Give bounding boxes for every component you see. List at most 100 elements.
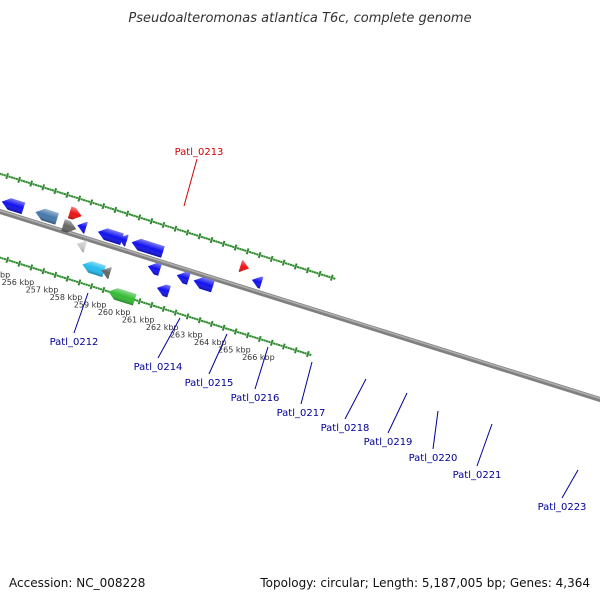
gene-label-Patl_0214[interactable]: Patl_0214 — [134, 362, 183, 373]
leader-line-Patl_0223 — [561, 469, 579, 499]
gene-label-Patl_0221[interactable]: Patl_0221 — [453, 470, 502, 481]
inner-tick-dot — [171, 310, 175, 314]
gene-Patl_0213[interactable] — [67, 206, 84, 222]
inner-tick-dot — [212, 323, 216, 326]
inner-tick-dot — [195, 318, 199, 321]
inner-tick-dot — [251, 335, 254, 339]
gene-arrow-shade — [176, 271, 191, 285]
inner-tick-dot — [97, 287, 101, 290]
gene-label-Patl_0219[interactable]: Patl_0219 — [364, 437, 413, 448]
outer-tick-dot — [217, 241, 221, 244]
inner-tick-dot — [176, 312, 180, 315]
inner-tick-dot — [239, 331, 242, 335]
outer-tick-dot — [248, 250, 252, 254]
outer-tick-dot — [130, 213, 134, 217]
gene-Patl_0220[interactable] — [175, 270, 191, 285]
inner-tick-dot — [280, 344, 283, 348]
outer-tick-dot — [263, 255, 266, 258]
outer-tick-dot — [27, 181, 31, 185]
tick-label: 265 kbp — [218, 346, 251, 355]
inner-tick-dot — [308, 353, 312, 357]
outer-tick-dot — [68, 194, 72, 197]
gene-label-Patl_0213[interactable]: Patl_0213 — [175, 147, 224, 158]
gene-feature[interactable] — [130, 237, 165, 258]
gene-Patl_0219[interactable] — [155, 282, 171, 298]
gene-Patl_0218[interactable] — [146, 260, 162, 276]
gene-Patl_0215[interactable] — [81, 259, 106, 278]
inner-tick-dot — [301, 351, 305, 354]
gene-label-Patl_0215[interactable]: Patl_0215 — [185, 378, 234, 389]
outer-tick-dot — [25, 180, 28, 184]
outer-tick-dot — [171, 226, 175, 230]
gene-label-Patl_0217[interactable]: Patl_0217 — [277, 408, 326, 419]
gene-label-Patl_0218[interactable]: Patl_0218 — [321, 423, 370, 434]
inner-tick-dot — [281, 343, 286, 350]
outer-tick-dot — [219, 241, 223, 245]
outer-tick-dot — [239, 247, 242, 251]
gene-feature[interactable] — [76, 220, 88, 234]
leader-line-Patl_0217 — [300, 361, 313, 405]
accession-label: Accession: NC_008228 — [9, 576, 145, 590]
inner-tick-dot — [294, 347, 298, 354]
inner-tick-dot — [15, 261, 19, 265]
gene-label-Patl_0216[interactable]: Patl_0216 — [231, 393, 280, 404]
inner-tick-dot — [10, 260, 14, 263]
outer-tick-dot — [116, 209, 120, 212]
inner-tick-dot — [104, 289, 108, 293]
gene-Patl_0212[interactable] — [34, 206, 59, 225]
inner-tick-dot — [149, 301, 154, 309]
outer-tick-dot — [311, 270, 314, 273]
outer-tick-dot — [137, 214, 142, 221]
outer-tick-dot — [123, 211, 127, 215]
outer-tick-dot — [128, 213, 132, 216]
outer-tick-dot — [111, 207, 115, 211]
tick-label: 263 kbp — [170, 331, 203, 340]
inner-tick-dot — [193, 317, 197, 320]
inner-tick-dot — [68, 278, 72, 281]
inner-tick-dot — [63, 276, 67, 280]
outer-tick-dot — [77, 195, 82, 202]
inner-tick-dot — [5, 256, 10, 264]
outer-tick-dot — [178, 228, 182, 232]
outer-tick-dot — [80, 198, 84, 201]
gene-Patl_0216[interactable] — [100, 265, 112, 279]
gene-label-Patl_0220[interactable]: Patl_0220 — [409, 453, 458, 464]
outer-tick-dot — [75, 196, 79, 200]
inner-tick-dot — [200, 319, 204, 323]
gene-Patl_0217[interactable] — [106, 286, 137, 306]
outer-tick-dot — [275, 259, 278, 262]
inner-tick-dot — [53, 271, 58, 279]
gene-Patl_0221[interactable] — [192, 275, 215, 293]
inner-tick-dot — [49, 272, 52, 275]
inner-tick-dot — [205, 321, 209, 324]
inner-tick-dot — [304, 352, 307, 355]
outer-tick-dot — [63, 192, 67, 196]
inner-tick-dot — [191, 316, 194, 320]
outer-tick-dot — [53, 187, 58, 195]
inner-tick-dot — [65, 275, 70, 282]
gene-feature[interactable] — [0, 196, 26, 215]
inner-tick-dot — [296, 349, 300, 353]
gene-Patl_0214[interactable] — [75, 238, 88, 253]
gene-label-Patl_0212[interactable]: Patl_0212 — [50, 337, 99, 348]
backbone-highlight — [0, 209, 600, 400]
gene-feature[interactable] — [96, 226, 124, 245]
outer-tick-dot — [13, 176, 16, 180]
gene-Patl_0223[interactable] — [250, 274, 264, 289]
inner-tick-dot — [169, 309, 173, 313]
gene-feature[interactable] — [61, 219, 78, 235]
gene-label-Patl_0223[interactable]: Patl_0223 — [538, 502, 587, 513]
outer-tick-dot — [104, 205, 108, 209]
gene-arrow-shade — [97, 228, 124, 245]
outer-tick-dot — [89, 199, 94, 206]
outer-tick-dot — [166, 225, 170, 228]
gene-feature[interactable] — [238, 260, 251, 274]
outer-tick-dot — [87, 200, 91, 203]
outer-tick-dot — [15, 177, 19, 181]
tick-label: 261 kbp — [122, 315, 155, 324]
outer-tick-dot — [17, 176, 22, 183]
outer-tick-dot — [243, 249, 247, 252]
inner-tick-dot — [155, 305, 158, 308]
gene-feature[interactable] — [116, 232, 129, 247]
